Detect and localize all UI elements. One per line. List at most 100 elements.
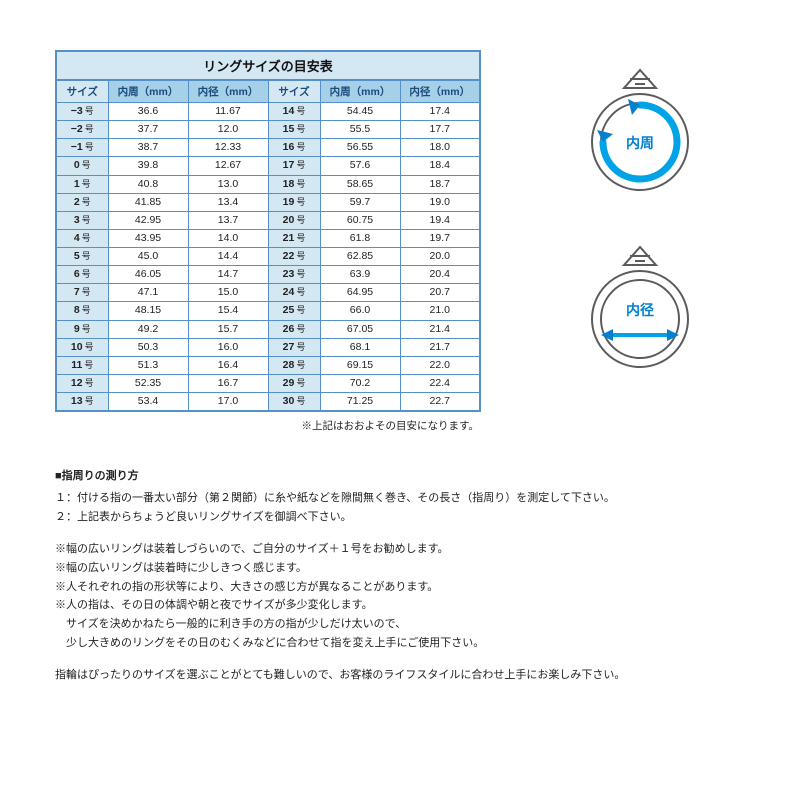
table-row: 4号43.9514.021号61.819.7: [56, 229, 480, 247]
table-row: −1号38.712.3316号56.5518.0: [56, 139, 480, 157]
value-cell: 13.4: [188, 193, 268, 211]
size-cell: 20号: [268, 211, 320, 229]
size-cell: 12号: [56, 374, 108, 392]
value-cell: 71.25: [320, 393, 400, 412]
value-cell: 58.65: [320, 175, 400, 193]
note-1: ※幅の広いリングは装着しづらいので、ご自分のサイズ＋１号をお勧めします。: [55, 540, 760, 559]
value-cell: 60.75: [320, 211, 400, 229]
value-cell: 36.6: [108, 103, 188, 121]
value-cell: 17.7: [400, 121, 480, 139]
value-cell: 12.0: [188, 121, 268, 139]
size-cell: −3号: [56, 103, 108, 121]
value-cell: 18.4: [400, 157, 480, 175]
value-cell: 21.4: [400, 320, 480, 338]
value-cell: 20.7: [400, 284, 480, 302]
value-cell: 38.7: [108, 139, 188, 157]
value-cell: 47.1: [108, 284, 188, 302]
size-cell: −2号: [56, 121, 108, 139]
size-cell: 0号: [56, 157, 108, 175]
value-cell: 17.0: [188, 393, 268, 412]
table-header: サイズ 内周（mm） 内径（mm） サイズ 内周（mm） 内径（mm）: [56, 80, 480, 103]
value-cell: 68.1: [320, 338, 400, 356]
value-cell: 48.15: [108, 302, 188, 320]
value-cell: 15.7: [188, 320, 268, 338]
size-cell: 22号: [268, 248, 320, 266]
value-cell: 56.55: [320, 139, 400, 157]
value-cell: 42.95: [108, 211, 188, 229]
value-cell: 22.0: [400, 356, 480, 374]
value-cell: 12.33: [188, 139, 268, 157]
table-row: 13号53.417.030号71.2522.7: [56, 393, 480, 412]
size-cell: 19号: [268, 193, 320, 211]
table-row: 0号39.812.6717号57.618.4: [56, 157, 480, 175]
value-cell: 14.0: [188, 229, 268, 247]
header-circ-1: 内周（mm）: [108, 80, 188, 103]
step-2: ２：上記表からちょうど良いリングサイズを御調べ下さい。: [55, 508, 760, 527]
instructions: ■指周りの測り方 １：付ける指の一番太い部分（第２関節）に糸や紙などを隙間無く巻…: [55, 467, 760, 685]
value-cell: 63.9: [320, 266, 400, 284]
value-cell: 41.85: [108, 193, 188, 211]
value-cell: 11.67: [188, 103, 268, 121]
size-cell: 11号: [56, 356, 108, 374]
ring-size-table: リングサイズの目安表 サイズ 内周（mm） 内径（mm） サイズ 内周（mm） …: [55, 50, 481, 412]
size-cell: 25号: [268, 302, 320, 320]
header-size-2: サイズ: [268, 80, 320, 103]
value-cell: 14.4: [188, 248, 268, 266]
value-cell: 61.8: [320, 229, 400, 247]
value-cell: 19.4: [400, 211, 480, 229]
value-cell: 49.2: [108, 320, 188, 338]
note-4: ※人の指は、その日の体調や朝と夜でサイズが多少変化します。: [55, 596, 760, 615]
value-cell: 20.0: [400, 248, 480, 266]
value-cell: 13.0: [188, 175, 268, 193]
header-diam-2: 内径（mm）: [400, 80, 480, 103]
table-row: 2号41.8513.419号59.719.0: [56, 193, 480, 211]
note-5: サイズを決めかねたら一般的に利き手の方の指が少しだけ太いので、: [55, 615, 760, 634]
value-cell: 45.0: [108, 248, 188, 266]
value-cell: 21.7: [400, 338, 480, 356]
table-row: 12号52.3516.729号70.222.4: [56, 374, 480, 392]
table-row: −3号36.611.6714号54.4517.4: [56, 103, 480, 121]
table-body: −3号36.611.6714号54.4517.4−2号37.712.015号55…: [56, 103, 480, 412]
size-cell: 7号: [56, 284, 108, 302]
value-cell: 21.0: [400, 302, 480, 320]
size-cell: 18号: [268, 175, 320, 193]
size-cell: −1号: [56, 139, 108, 157]
ring-circumference-diagram: 内周: [580, 68, 700, 203]
size-cell: 10号: [56, 338, 108, 356]
note-6: 少し大きめのリングをその日のむくみなどに合わせて指を変え上手にご使用下さい。: [55, 634, 760, 653]
value-cell: 12.67: [188, 157, 268, 175]
value-cell: 55.5: [320, 121, 400, 139]
value-cell: 18.7: [400, 175, 480, 193]
value-cell: 19.0: [400, 193, 480, 211]
value-cell: 67.05: [320, 320, 400, 338]
value-cell: 16.0: [188, 338, 268, 356]
ring-diagrams: 内周 内径: [481, 50, 760, 422]
value-cell: 22.4: [400, 374, 480, 392]
size-cell: 26号: [268, 320, 320, 338]
diameter-label: 内径: [626, 302, 654, 318]
value-cell: 62.85: [320, 248, 400, 266]
size-cell: 14号: [268, 103, 320, 121]
value-cell: 16.7: [188, 374, 268, 392]
value-cell: 70.2: [320, 374, 400, 392]
value-cell: 15.0: [188, 284, 268, 302]
size-cell: 15号: [268, 121, 320, 139]
value-cell: 66.0: [320, 302, 400, 320]
size-cell: 17号: [268, 157, 320, 175]
value-cell: 16.4: [188, 356, 268, 374]
note-2: ※幅の広いリングは装着時に少しきつく感じます。: [55, 559, 760, 578]
value-cell: 46.05: [108, 266, 188, 284]
value-cell: 53.4: [108, 393, 188, 412]
size-cell: 3号: [56, 211, 108, 229]
table-row: 8号48.1515.425号66.021.0: [56, 302, 480, 320]
size-cell: 13号: [56, 393, 108, 412]
size-cell: 30号: [268, 393, 320, 412]
size-cell: 28号: [268, 356, 320, 374]
value-cell: 51.3: [108, 356, 188, 374]
size-cell: 6号: [56, 266, 108, 284]
table-row: 5号45.014.422号62.8520.0: [56, 248, 480, 266]
table-row: 11号51.316.428号69.1522.0: [56, 356, 480, 374]
value-cell: 37.7: [108, 121, 188, 139]
value-cell: 20.4: [400, 266, 480, 284]
value-cell: 19.7: [400, 229, 480, 247]
